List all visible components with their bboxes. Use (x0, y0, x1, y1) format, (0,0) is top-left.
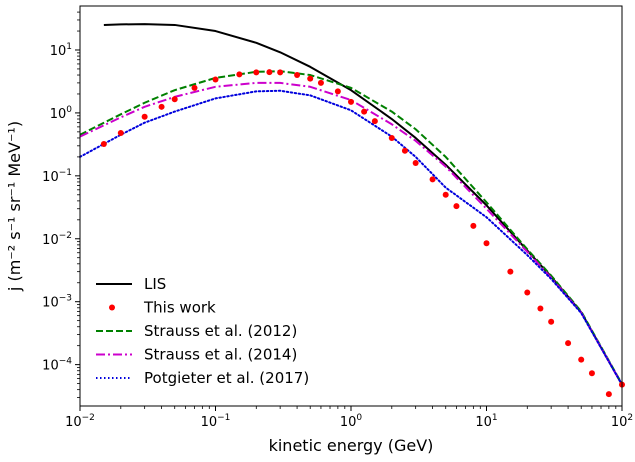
data-point (212, 76, 219, 83)
x-tick-label: 101 (475, 413, 497, 430)
y-tick-label: 10−3 (42, 294, 72, 311)
y-tick-label-exponent: −4 (59, 357, 73, 367)
legend: LIS This work Strauss et al. (2012) Strauss… (96, 275, 309, 387)
data-point (401, 147, 408, 154)
x-tick-label-base: 10 (340, 415, 357, 430)
y-tick-label: 10−1 (42, 168, 72, 185)
data-point (100, 141, 107, 148)
y-tick-label: 10−4 (42, 357, 72, 374)
y-tick-label: 100 (50, 105, 73, 122)
data-point (307, 75, 314, 82)
data-point (412, 159, 419, 166)
x-tick-label-exponent: −1 (217, 413, 230, 423)
legend-marker-this-work (109, 304, 115, 311)
legend-label-lis: LIS (144, 275, 166, 293)
data-point (442, 191, 449, 198)
data-point (348, 98, 354, 105)
y-tick-label-base: 10 (42, 359, 59, 374)
data-point (578, 356, 585, 363)
series-line-potgieter-et-al-2017 (79, 89, 623, 386)
data-point (470, 222, 477, 229)
y-axis-label: j (m⁻² s⁻¹ sr⁻¹ MeV⁻¹) (5, 121, 24, 292)
data-point (524, 289, 531, 296)
data-point (537, 305, 544, 312)
series-this-work (100, 69, 625, 398)
y-tick-label-exponent: −1 (59, 168, 72, 178)
legend-label-this-work: This work (143, 299, 216, 317)
data-point (117, 129, 124, 136)
data-point (191, 84, 198, 91)
x-tick-label: 10−2 (65, 413, 95, 430)
data-point (565, 340, 572, 347)
y-tick-label-exponent: −3 (59, 294, 72, 304)
x-tick-label-base: 10 (201, 415, 218, 430)
data-point (317, 79, 324, 86)
data-point (141, 113, 148, 120)
data-point (388, 134, 395, 141)
x-tick-label: 10−1 (201, 413, 231, 430)
legend-label-strauss-et-al-2014: Strauss et al. (2014) (144, 346, 297, 364)
data-point (253, 69, 260, 76)
data-point (453, 203, 460, 210)
data-point (334, 88, 341, 95)
x-tick-label: 102 (611, 413, 633, 430)
x-tick-label-base: 10 (475, 415, 492, 430)
data-point (588, 370, 595, 377)
y-tick-label-base: 10 (42, 296, 59, 311)
data-point (158, 103, 165, 110)
data-point (266, 69, 273, 76)
data-point (429, 176, 436, 183)
legend-label-strauss-et-al-2012: Strauss et al. (2012) (144, 322, 297, 340)
x-tick-label-exponent: 1 (492, 413, 498, 423)
data-point (361, 108, 368, 115)
data-point (171, 96, 178, 103)
data-point (371, 118, 378, 125)
y-tick-label-exponent: 1 (66, 42, 72, 52)
x-tick-label-base: 10 (65, 415, 82, 430)
y-tick-label-exponent: −2 (59, 231, 72, 241)
y-tick-label-base: 10 (50, 44, 67, 59)
y-tick-label-base: 10 (42, 233, 59, 248)
x-tick-label-exponent: −2 (82, 413, 95, 423)
data-point (277, 69, 284, 76)
x-axis-label: kinetic energy (GeV) (269, 436, 434, 455)
y-tick-label: 10−2 (42, 231, 72, 248)
y-tick-label-base: 10 (42, 170, 59, 185)
x-tick-label: 100 (340, 413, 363, 430)
x-tick-label-base: 10 (611, 415, 628, 430)
data-point (483, 240, 490, 247)
series-layer (79, 23, 625, 398)
data-point (507, 268, 514, 275)
y-tick-label-base: 10 (50, 107, 67, 122)
data-point (605, 391, 612, 398)
series-line-strauss-et-al-2012 (79, 70, 623, 385)
data-point (548, 318, 555, 325)
legend-label-potgieter-et-al-2017: Potgieter et al. (2017) (144, 369, 309, 387)
series-line-strauss-et-al-2014 (79, 81, 623, 386)
data-point (236, 71, 243, 78)
x-tick-label-exponent: 0 (356, 413, 362, 423)
data-point (294, 72, 301, 79)
x-tick-label-exponent: 2 (627, 413, 633, 423)
y-tick-label: 101 (50, 42, 72, 59)
y-tick-label-exponent: 0 (66, 105, 72, 115)
